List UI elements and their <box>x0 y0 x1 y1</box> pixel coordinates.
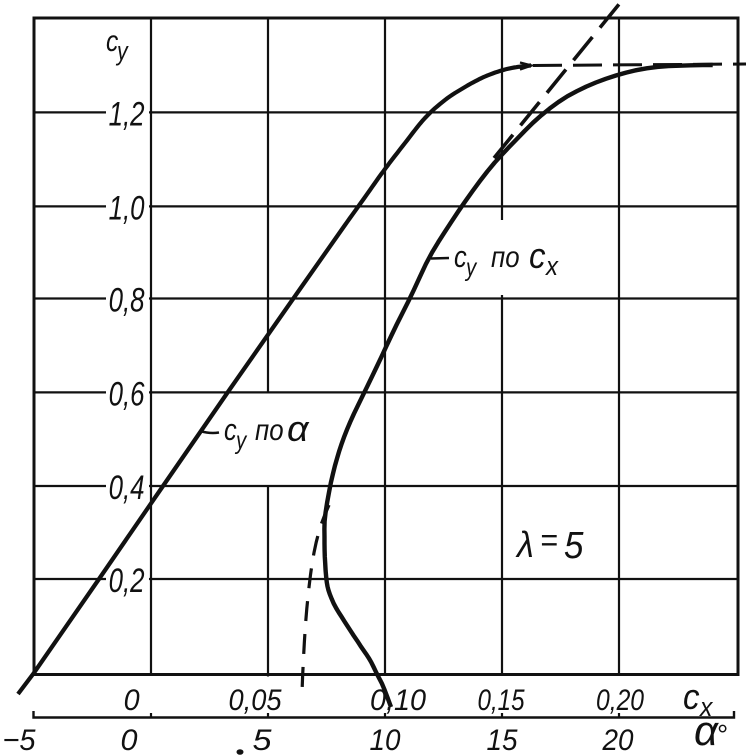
svg-text:5: 5 <box>564 524 584 567</box>
svg-text:−5: −5 <box>2 724 36 755</box>
svg-text:x: x <box>698 693 713 722</box>
svg-text:0: 0 <box>121 724 138 755</box>
svg-text:λ: λ <box>515 525 534 565</box>
svg-text:0,6: 0,6 <box>109 376 145 413</box>
svg-text:c: c <box>529 237 546 277</box>
svg-text:y: y <box>115 37 129 67</box>
svg-text:°: ° <box>716 719 727 750</box>
svg-text:=: = <box>540 522 558 558</box>
svg-text:c: c <box>224 413 237 448</box>
svg-text:1,0: 1,0 <box>109 190 145 227</box>
svg-text:c: c <box>454 240 467 275</box>
svg-text:по: по <box>491 240 520 273</box>
svg-text:0,10: 0,10 <box>370 683 427 717</box>
svg-text:10: 10 <box>370 724 401 755</box>
svg-text:0,4: 0,4 <box>109 470 145 507</box>
svg-text:c: c <box>106 24 119 58</box>
svg-text:0: 0 <box>124 683 141 717</box>
svg-text:0,2: 0,2 <box>109 563 145 600</box>
svg-text:x: x <box>545 252 559 281</box>
svg-text:0,8: 0,8 <box>109 282 145 319</box>
svg-text:c: c <box>683 678 700 718</box>
svg-text:α: α <box>694 707 719 754</box>
svg-text:0,20: 0,20 <box>596 683 645 717</box>
svg-text:1,2: 1,2 <box>109 96 145 133</box>
svg-text:α: α <box>287 409 310 449</box>
svg-text:5: 5 <box>253 723 272 755</box>
svg-text:0,15: 0,15 <box>478 682 526 716</box>
svg-text:y: y <box>464 253 477 281</box>
svg-text:20: 20 <box>602 724 634 755</box>
svg-text:y: y <box>234 426 247 454</box>
svg-text:15: 15 <box>487 724 519 755</box>
svg-text:0,05: 0,05 <box>228 684 281 718</box>
svg-text:по: по <box>255 413 284 446</box>
